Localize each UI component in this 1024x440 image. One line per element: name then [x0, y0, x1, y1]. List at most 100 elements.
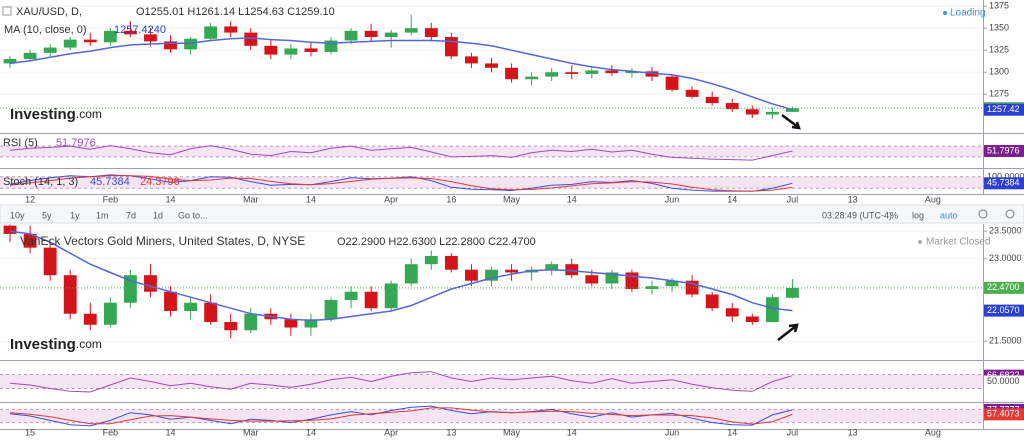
value-box	[984, 145, 1024, 158]
candle-body	[144, 34, 157, 42]
rsi-title: RSI (5)	[3, 137, 38, 149]
logo-suffix: .com	[76, 107, 102, 121]
value-box-label: 66.6822	[987, 370, 1020, 380]
candle-body	[404, 28, 418, 33]
candle-body	[164, 41, 177, 50]
stoch-panel	[0, 405, 983, 427]
candle-body	[485, 63, 498, 68]
candle-body	[625, 272, 639, 289]
logo: Investing.com	[10, 106, 102, 123]
candle-body	[244, 313, 258, 331]
x-tick-label: May	[503, 194, 521, 204]
value-box-label: 57.4073	[987, 409, 1020, 419]
candle-body	[43, 247, 57, 276]
symbol-title: VanEck Vectors Gold Miners, United State…	[20, 234, 305, 248]
candle-body	[444, 36, 458, 57]
candle-body	[605, 272, 619, 284]
candle-body	[364, 291, 378, 309]
logo: Investing.com	[10, 336, 102, 353]
value-box-label: 22.0570	[987, 305, 1020, 315]
range-button[interactable]: 1d	[153, 210, 163, 220]
range-button[interactable]: 7d	[126, 210, 136, 220]
x-tick-label: 14	[567, 194, 577, 204]
candle-body	[665, 76, 679, 90]
candle-body	[765, 297, 779, 323]
candle-body	[605, 70, 619, 74]
indicator-line	[9, 371, 793, 393]
x-tick-label: 14	[306, 194, 316, 204]
range-button[interactable]: 10y	[10, 210, 25, 220]
x-tick-label: Jul	[787, 194, 799, 204]
indicator-line	[9, 175, 793, 192]
x-tick-label: 12	[25, 194, 35, 204]
goto-button[interactable]: Go to...	[178, 210, 208, 220]
toolbar-bg	[0, 204, 1024, 224]
clock: 03:28:49 (UTC-4)	[822, 210, 892, 220]
candle-body	[144, 275, 157, 292]
percent-toggle[interactable]: %	[890, 210, 898, 220]
candle-body	[284, 319, 298, 328]
ma-line	[9, 37, 793, 111]
candle-body	[204, 302, 218, 323]
indicator-band	[0, 409, 983, 423]
x-tick-label: Aug	[925, 194, 941, 204]
indicator-line	[9, 145, 793, 161]
x-tick-label: 16	[446, 194, 456, 204]
candle-body	[264, 45, 278, 55]
logo-name: Investing	[10, 106, 76, 123]
candle-body	[645, 71, 659, 77]
candle-body	[565, 72, 579, 74]
value-box-label: 51.7976	[987, 145, 1020, 155]
candle-body	[725, 103, 739, 110]
candle-body	[585, 70, 599, 74]
status: Loading	[950, 8, 986, 19]
y-tick-label: 1350	[989, 23, 1009, 33]
candle-body	[184, 38, 198, 50]
candle-body	[63, 275, 77, 314]
stoch-panel	[0, 174, 983, 192]
value-box-label: 22.4700	[987, 282, 1020, 292]
symbol-title: XAU/USD, D,	[16, 6, 82, 18]
status: Market Closed	[926, 237, 990, 248]
auto-toggle[interactable]: auto	[940, 210, 958, 220]
x-tick-label: 14	[727, 194, 737, 204]
rsi-panel	[0, 371, 983, 393]
price-panel	[0, 5, 983, 119]
candle-body	[384, 283, 398, 309]
candle-body	[23, 233, 37, 248]
settings-icon[interactable]	[1005, 209, 1015, 219]
range-button[interactable]: 1m	[96, 210, 109, 220]
indicator-band	[0, 374, 983, 389]
log-toggle[interactable]: log	[912, 210, 924, 220]
x-tick-label: Mar	[243, 427, 259, 437]
y-tick-label: 23.5000	[989, 226, 1022, 236]
candle-body	[344, 30, 358, 41]
ma-line	[9, 230, 793, 322]
candle-body	[103, 30, 117, 43]
candle-body	[284, 48, 298, 55]
x-tick-label: Mar	[243, 194, 259, 204]
candle-body	[43, 47, 57, 53]
candle-body	[465, 269, 478, 281]
collapse-icon[interactable]	[2, 6, 12, 16]
arrow	[781, 114, 801, 130]
range-button[interactable]: 5y	[42, 210, 52, 220]
value-box	[984, 177, 1024, 190]
x-tick-label: Feb	[103, 194, 119, 204]
range-button[interactable]: 1y	[70, 210, 80, 220]
x-tick-label: 13	[848, 194, 858, 204]
candle-body	[404, 264, 418, 284]
candle-body	[324, 299, 338, 320]
value-box	[984, 281, 1024, 294]
candle-body	[705, 96, 719, 104]
candle-body	[224, 322, 238, 331]
x-tick-label: Jun	[665, 194, 680, 204]
candle-body	[565, 264, 579, 276]
candle-body	[184, 302, 198, 311]
candle-body	[444, 255, 458, 270]
y-tick-label: 1275	[989, 89, 1009, 99]
y-tick-label: 23.0000	[989, 253, 1022, 263]
settings-icon[interactable]	[978, 209, 988, 219]
candle-body	[625, 71, 639, 74]
candle-body	[204, 26, 218, 39]
